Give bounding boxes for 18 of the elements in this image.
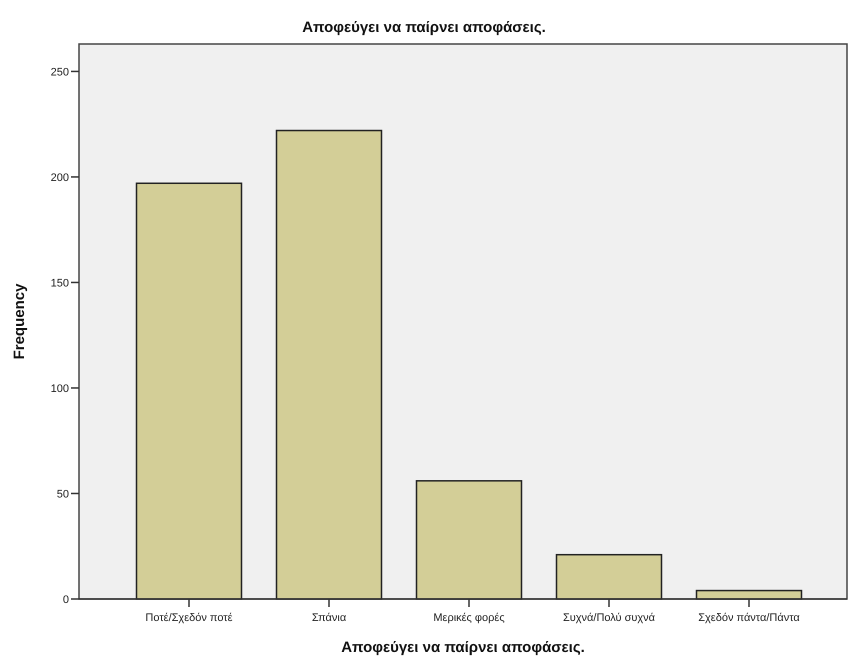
y-tick-label: 150 [50,277,69,290]
x-tick-label: Συχνά/Πολύ συχνά [562,612,656,624]
bar [416,480,522,600]
y-tick-label: 200 [50,172,69,184]
y-tick-label: 100 [50,382,69,395]
x-tick-label: Μερικές φορές [433,612,505,624]
bar [136,182,242,600]
x-axis-title: Αποφεύγει να παίρνει αποφάσεις. [341,639,585,656]
bar [556,554,662,600]
bar [276,130,382,600]
y-axis-title: Frequency [11,282,28,360]
y-tick-label: 250 [50,66,69,78]
x-tick-label: Σχεδόν πάντα/Πάντα [698,612,800,624]
x-tick-label: Ποτέ/Σχεδόν ποτέ [145,612,233,624]
x-tick-label: Σπάνια [312,612,347,624]
y-tick-label: 0 [62,594,69,606]
chart-title: Αποφεύγει να παίρνει αποφάσεις. [302,19,546,36]
y-tick-label: 50 [56,488,69,500]
